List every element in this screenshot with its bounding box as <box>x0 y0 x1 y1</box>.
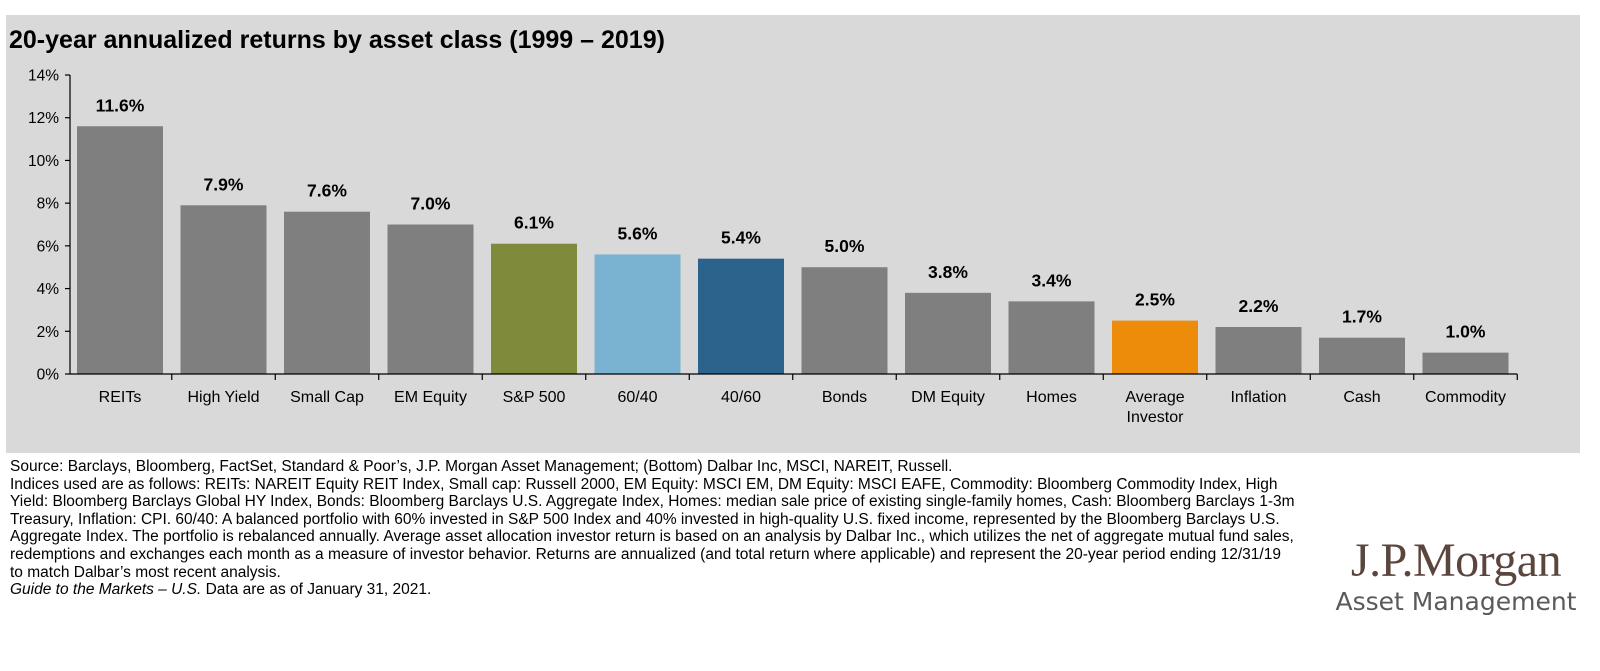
category-label: 60/40 <box>617 389 657 406</box>
category-label: Small Cap <box>290 389 364 406</box>
category-label-line: Cash <box>1343 389 1380 406</box>
footnote-indices: Indices used are as follows: REITs: NARE… <box>10 475 1295 581</box>
bar <box>1215 327 1302 374</box>
category-label: Commodity <box>1425 389 1506 406</box>
value-label: 1.0% <box>1446 322 1486 342</box>
y-tick-label: 4% <box>37 281 60 298</box>
y-axis: 0% 2% 4% 6% 8% 10% 12% 14% <box>28 68 71 384</box>
bar <box>1422 352 1509 374</box>
bar <box>1008 301 1095 374</box>
category-label: Inflation <box>1230 389 1286 406</box>
y-tick-label: 2% <box>37 324 60 341</box>
bar <box>284 211 370 374</box>
jpmorgan-logo: J.P.Morgan Asset Management <box>1326 535 1586 617</box>
category-label: Homes <box>1026 389 1077 406</box>
value-label: 5.0% <box>825 236 865 256</box>
footnote-guide: Guide to the Markets – U.S. Data are as … <box>10 581 1295 599</box>
logo-subtitle: Asset Management <box>1335 587 1577 616</box>
bar <box>1319 337 1405 374</box>
category-label-line: High Yield <box>187 389 259 406</box>
category-label-line: Average <box>1125 389 1184 406</box>
bar <box>77 126 163 374</box>
bar <box>387 224 474 374</box>
bar <box>801 267 888 374</box>
category-label: S&P 500 <box>503 389 566 406</box>
bar <box>698 258 784 374</box>
bar <box>905 292 991 374</box>
x-axis: REITs High Yield Small Cap EM Equity S&P 500… <box>70 373 1518 426</box>
category-label: DM Equity <box>911 389 985 406</box>
category-label-line: Inflation <box>1230 389 1286 406</box>
bar <box>491 243 577 374</box>
bars: 11.6% 7.9% 7.6% 7.0% 6.1% 5.6% 5.4% 5.0% 3.8% 3.4… <box>77 95 1509 374</box>
y-tick-label: 12% <box>28 110 59 127</box>
y-tick-label: 6% <box>37 238 60 255</box>
category-label: Cash <box>1343 389 1380 406</box>
value-label: 7.9% <box>204 174 244 194</box>
y-tick-label: 0% <box>37 367 60 384</box>
category-label: EM Equity <box>394 389 467 406</box>
y-tick-label: 14% <box>28 68 59 85</box>
value-label: 11.6% <box>96 95 145 115</box>
category-label-line: DM Equity <box>911 389 985 406</box>
footnote-source: Source: Barclays, Bloomberg, FactSet, St… <box>10 458 953 475</box>
value-label: 5.4% <box>721 228 761 248</box>
category-label-line: EM Equity <box>394 389 467 406</box>
category-label: Bonds <box>822 389 867 406</box>
value-label: 7.6% <box>307 181 347 201</box>
value-label: 3.8% <box>928 262 968 282</box>
category-label: Average Investor <box>1125 389 1184 426</box>
category-label-line: 40/60 <box>721 389 761 406</box>
category-label-line: Investor <box>1127 409 1185 426</box>
guide-title: Guide to the Markets – U.S. <box>10 581 202 599</box>
logo-wordmark: J.P.Morgan <box>1350 534 1562 587</box>
y-tick-label: 8% <box>37 196 60 213</box>
value-label: 5.6% <box>618 223 658 243</box>
footnote: Source: Barclays, Bloomberg, FactSet, St… <box>10 458 1295 599</box>
category-label: High Yield <box>187 389 259 406</box>
category-label-line: Bonds <box>822 389 867 406</box>
category-label-line: REITs <box>99 389 142 406</box>
category-label-line: Small Cap <box>290 389 364 406</box>
value-label: 3.4% <box>1032 270 1072 290</box>
category-label-line: S&P 500 <box>503 389 566 406</box>
chart-title: 20-year annualized returns by asset clas… <box>9 26 665 54</box>
category-label-line: Homes <box>1026 389 1077 406</box>
value-label: 6.1% <box>514 213 554 233</box>
value-label: 7.0% <box>411 194 451 214</box>
y-tick-label: 10% <box>28 153 59 170</box>
category-label: 40/60 <box>721 389 761 406</box>
value-label: 2.2% <box>1239 296 1279 316</box>
bar <box>180 205 267 374</box>
guide-date: Data are as of January 31, 2021. <box>201 581 432 599</box>
category-label: REITs <box>99 389 142 406</box>
category-label-line: 60/40 <box>617 389 657 406</box>
category-label-line: Commodity <box>1425 389 1506 406</box>
bar <box>1112 320 1198 374</box>
value-label: 1.7% <box>1342 307 1382 327</box>
value-label: 2.5% <box>1135 290 1175 310</box>
bar <box>594 254 681 374</box>
